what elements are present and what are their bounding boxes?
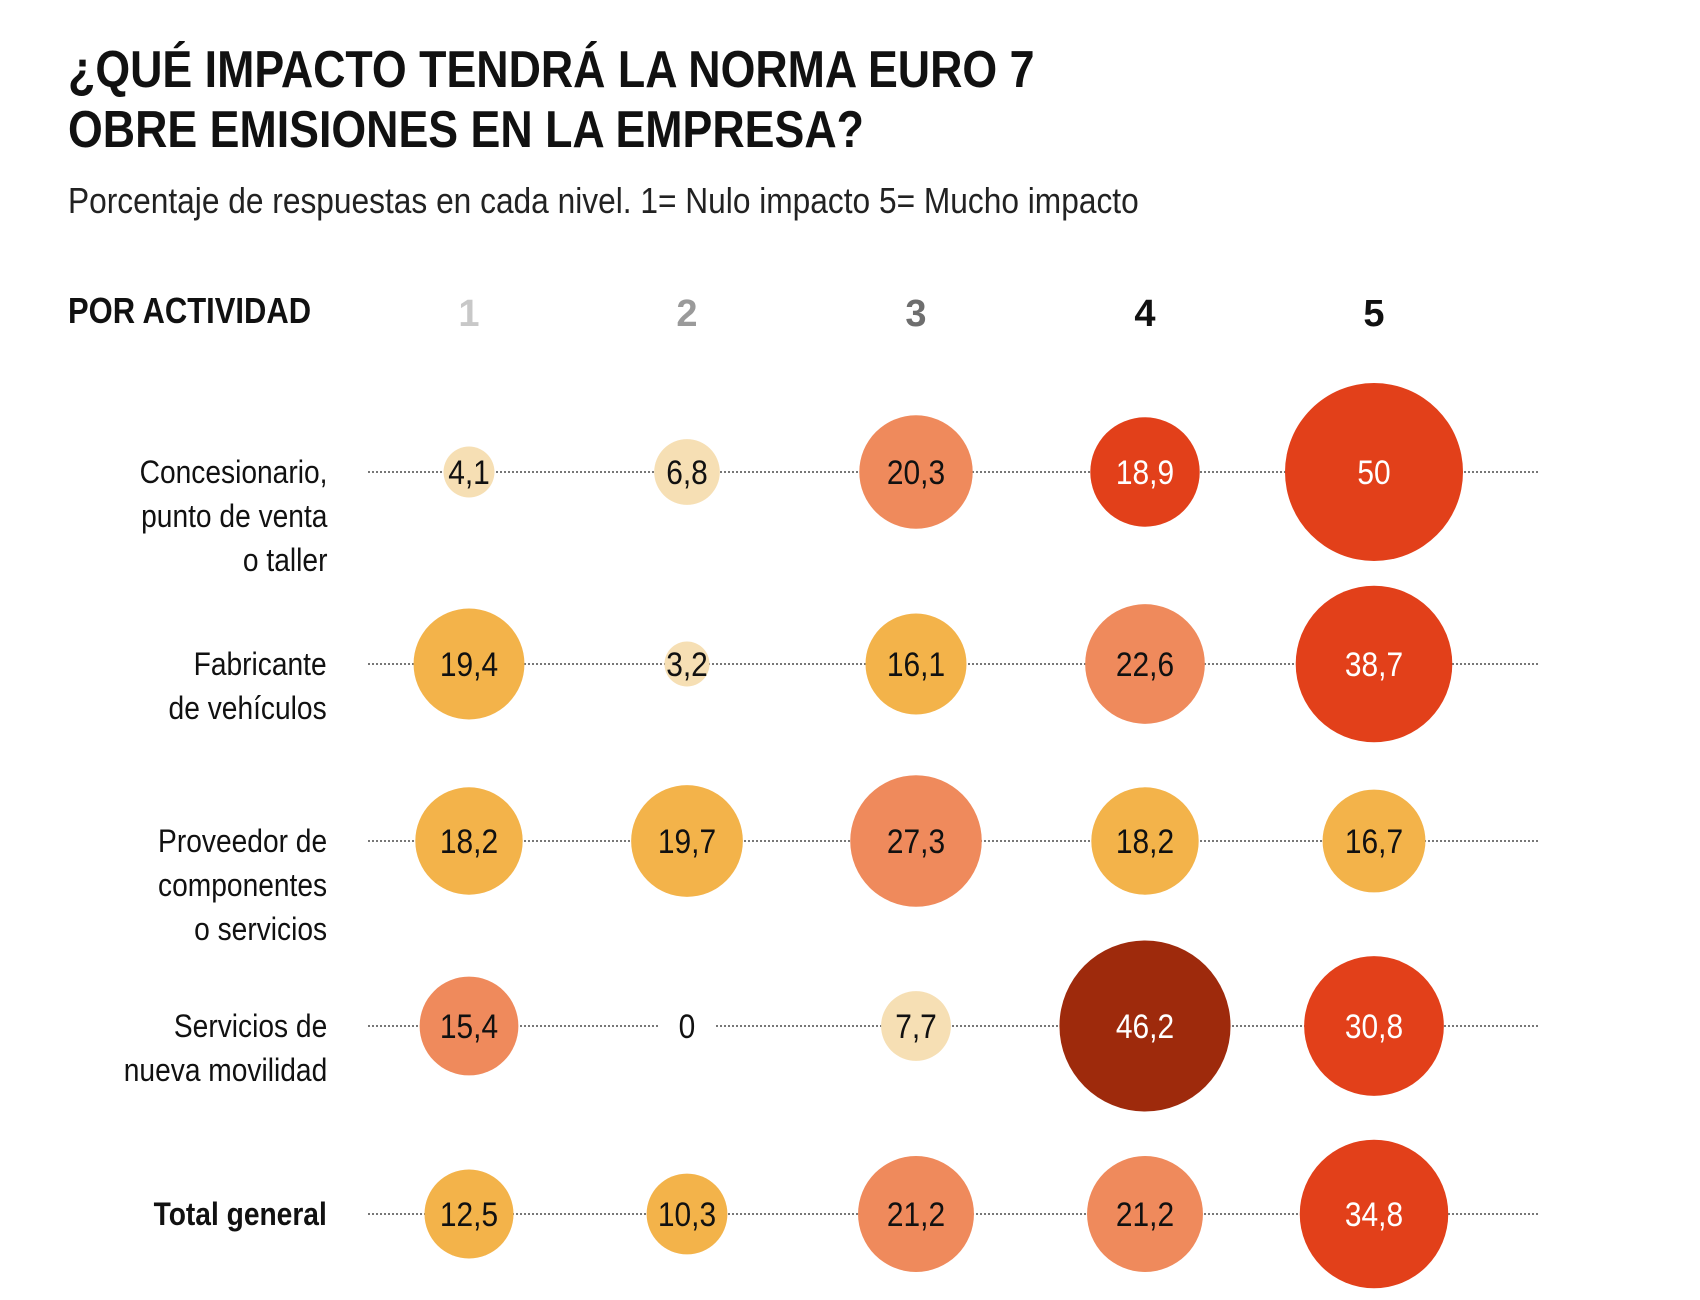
bubble-value-label: 18,2 (1116, 822, 1174, 860)
bubble (1299, 1139, 1449, 1289)
bubble-value-label: 16,1 (887, 645, 945, 683)
column-header-5: 5 (1363, 293, 1384, 335)
bubble (646, 1173, 728, 1255)
section-label: POR ACTIVIDAD (68, 290, 312, 331)
bubble (1091, 787, 1199, 895)
bubble (1285, 383, 1463, 561)
bubble (1295, 585, 1453, 743)
bubble (1322, 789, 1426, 893)
bubble-value-label: 0 (679, 1007, 696, 1045)
bubble (443, 446, 495, 498)
bubble-value-label: 19,7 (658, 822, 716, 860)
bubble-value-label: 38,7 (1345, 645, 1403, 683)
bubble (631, 785, 743, 897)
bubble-value-label: 21,2 (1116, 1195, 1174, 1233)
bubble-value-label: 19,4 (440, 645, 498, 683)
column-header-2: 2 (676, 293, 697, 335)
column-header-4: 4 (1134, 293, 1155, 335)
bubble-value-label: 22,6 (1116, 645, 1174, 683)
bubble (654, 439, 720, 505)
row-label: Total general (153, 1196, 327, 1232)
bubble-value-label: 12,5 (440, 1195, 498, 1233)
title-line-2: OBRE EMISIONES EN LA EMPRESA? (68, 101, 864, 159)
bubble (1059, 940, 1231, 1112)
bubble-value-label: 18,9 (1116, 453, 1174, 491)
row-label: Servicios de nueva movilidad (123, 1008, 328, 1088)
bubble (865, 613, 967, 715)
bubble-value-label: 27,3 (887, 822, 945, 860)
row-label: Concesionario, punto de venta o taller (139, 454, 327, 578)
bubble-value-label: 46,2 (1116, 1007, 1174, 1045)
row-label: Proveedor de componentes o servicios (157, 823, 327, 947)
bubble (881, 991, 951, 1061)
bubble (859, 415, 973, 529)
bubble-value-label: 34,8 (1345, 1195, 1403, 1233)
row-label: Fabricante de vehículos (168, 646, 327, 726)
bubble-value-label: 4,1 (448, 453, 490, 491)
column-header-1: 1 (458, 293, 479, 335)
bubble (1085, 604, 1205, 724)
bubble-value-label: 10,3 (658, 1195, 716, 1233)
bubble-value-label: 16,7 (1345, 822, 1403, 860)
bubble-value-label: 6,8 (666, 453, 708, 491)
bubble (1090, 417, 1200, 527)
bubble (1304, 956, 1444, 1096)
bubble (858, 1156, 974, 1272)
column-header-3: 3 (905, 293, 926, 335)
bubble (424, 1169, 514, 1259)
bubble (664, 641, 710, 687)
bubble (413, 608, 525, 720)
bubble-value-label: 7,7 (895, 1007, 937, 1045)
bubble-value-label: 18,2 (440, 822, 498, 860)
title-line-1: ¿QUÉ IMPACTO TENDRÁ LA NORMA EURO 7 (68, 41, 1035, 99)
bubble (415, 787, 523, 895)
bubble-value-label: 20,3 (887, 453, 945, 491)
bubble-value-label: 21,2 (887, 1195, 945, 1233)
bubble-value-label: 30,8 (1345, 1007, 1403, 1045)
chart-title: ¿QUÉ IMPACTO TENDRÁ LA NORMA EURO 7 OBRE… (68, 40, 1034, 160)
bubble-value-label: 50 (1357, 453, 1390, 491)
empty-bubble (659, 1006, 715, 1046)
bubble (419, 976, 519, 1076)
bubble-value-label: 15,4 (440, 1007, 498, 1045)
bubble (1087, 1156, 1203, 1272)
chart-subtitle: Porcentaje de respuestas en cada nivel. … (68, 180, 1139, 221)
bubble-value-label: 3,2 (666, 645, 708, 683)
bubble (850, 775, 982, 907)
